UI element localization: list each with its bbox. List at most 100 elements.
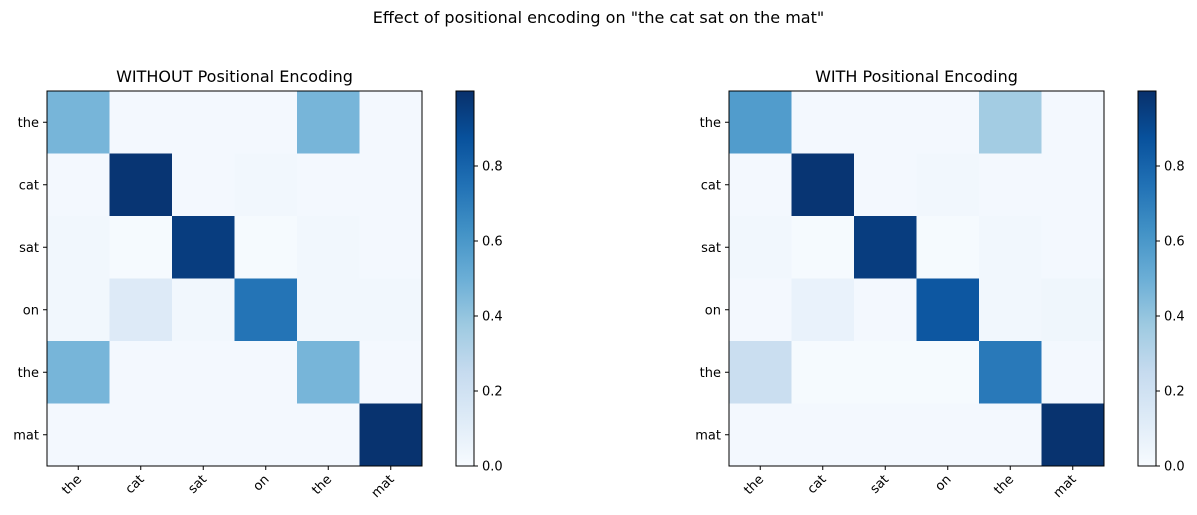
heatmap-cell: [1041, 153, 1105, 217]
heatmap-cell: [47, 278, 110, 342]
heatmap-cell: [297, 153, 360, 217]
heatmap-cell: [979, 216, 1042, 279]
heatmap-cell: [854, 91, 917, 154]
colorbar-tick-label: 0.8: [482, 160, 503, 175]
heatmap-cell: [979, 278, 1042, 342]
colorbar-tick-label: 0.0: [1164, 460, 1185, 475]
heatmap-cell: [791, 403, 855, 467]
heatmap-cell: [1041, 341, 1105, 404]
heatmap-cell: [109, 91, 173, 154]
heatmap-cell: [47, 153, 110, 217]
heatmap-cell: [47, 216, 110, 279]
colorbar-tick-label: 0.4: [1164, 310, 1185, 325]
colorbar-tick-label: 0.4: [482, 310, 503, 325]
heatmap-cell: [297, 341, 360, 404]
heatmap-cell: [729, 216, 792, 279]
heatmap-cell: [359, 341, 423, 404]
panel-title: WITH Positional Encoding: [815, 67, 1018, 86]
y-tick-label: the: [700, 366, 721, 381]
y-tick-label: cat: [701, 178, 721, 193]
heatmap-cell: [1041, 278, 1105, 342]
heatmap-cell: [979, 153, 1042, 217]
heatmap-cell: [1041, 91, 1105, 154]
heatmap-cell: [234, 153, 298, 217]
heatmap-cell: [791, 216, 855, 279]
heatmap-cell: [854, 278, 917, 342]
heatmap-cell: [234, 216, 298, 279]
heatmap-cell: [172, 341, 235, 404]
heatmap-cell: [234, 403, 298, 467]
heatmap-cell: [172, 153, 235, 217]
heatmap-cell: [1041, 216, 1105, 279]
x-tick-label: the: [309, 472, 335, 498]
panel-title: WITHOUT Positional Encoding: [116, 67, 353, 86]
plot-frame: [46, 90, 423, 467]
colorbar-tick-label: 0.6: [1164, 235, 1185, 250]
y-tick-label: mat: [695, 428, 721, 443]
colorbar-tick-label: 0.2: [1164, 385, 1185, 400]
heatmap-cell: [916, 403, 980, 467]
heatmap-cell: [359, 278, 423, 342]
y-tick-label: sat: [19, 241, 39, 256]
colorbar: [1138, 91, 1156, 466]
y-tick-label: the: [18, 366, 39, 381]
heatmap-cell: [791, 278, 855, 342]
x-tick-label: cat: [805, 472, 830, 497]
heatmap-cell: [297, 403, 360, 467]
colorbar: [456, 91, 474, 466]
heatmap-cell: [297, 278, 360, 342]
heatmap-cell: [109, 341, 173, 404]
heatmap-cell: [297, 91, 360, 154]
y-tick-label: the: [700, 116, 721, 131]
heatmap-cell: [234, 278, 298, 342]
heatmap-cell: [47, 341, 110, 404]
heatmap-cell: [47, 91, 110, 154]
y-tick-label: cat: [19, 178, 39, 193]
heatmap-cell: [234, 341, 298, 404]
heatmap-cell: [979, 341, 1042, 404]
x-tick-label: on: [251, 472, 273, 494]
heatmap-cell: [109, 278, 173, 342]
heatmap-cell: [729, 403, 792, 467]
heatmap-cell: [1041, 403, 1105, 467]
heatmap-cell: [47, 403, 110, 467]
colorbar-tick-label: 0.6: [482, 235, 503, 250]
x-tick-label: mat: [369, 472, 398, 501]
x-tick-label: the: [59, 472, 85, 498]
figure-title: Effect of positional encoding on "the ca…: [372, 8, 825, 27]
heatmap-panel-1: WITHOUT Positional Encoding the cat sat on th…: [13, 67, 502, 501]
y-tick-label: sat: [701, 241, 721, 256]
x-tick-label: the: [991, 472, 1017, 498]
y-tick-label: on: [705, 303, 721, 318]
heatmap-cell: [791, 341, 855, 404]
heatmap-cell: [109, 403, 173, 467]
heatmap-cell: [916, 153, 980, 217]
heatmap-cell: [979, 91, 1042, 154]
heatmap-cell: [854, 153, 917, 217]
x-tick-label: on: [933, 472, 955, 494]
heatmap-cell: [791, 91, 855, 154]
colorbar-frame: [1137, 90, 1157, 467]
x-tick-label: the: [741, 472, 767, 498]
heatmap-cell: [729, 341, 792, 404]
plot-frame: [728, 90, 1105, 467]
heatmap-panel-2: WITH Positional Encoding the cat sat on the ma…: [695, 67, 1184, 501]
x-tick-label: sat: [185, 472, 210, 497]
colorbar-tick-label: 0.0: [482, 460, 503, 475]
heatmap-cell: [979, 403, 1042, 467]
heatmap-cell: [729, 153, 792, 217]
heatmap-cell: [297, 216, 360, 279]
y-tick-label: mat: [13, 428, 39, 443]
y-tick-label: the: [18, 116, 39, 131]
heatmap-cell: [359, 216, 423, 279]
heatmap-cell: [791, 153, 855, 217]
heatmap-cell: [359, 153, 423, 217]
heatmap-cell: [916, 91, 980, 154]
colorbar-tick-label: 0.8: [1164, 160, 1185, 175]
colorbar-tick-label: 0.2: [482, 385, 503, 400]
heatmap-cell: [109, 153, 173, 217]
heatmap-cell: [916, 216, 980, 279]
heatmap-cell: [359, 91, 423, 154]
heatmap-cell: [172, 403, 235, 467]
